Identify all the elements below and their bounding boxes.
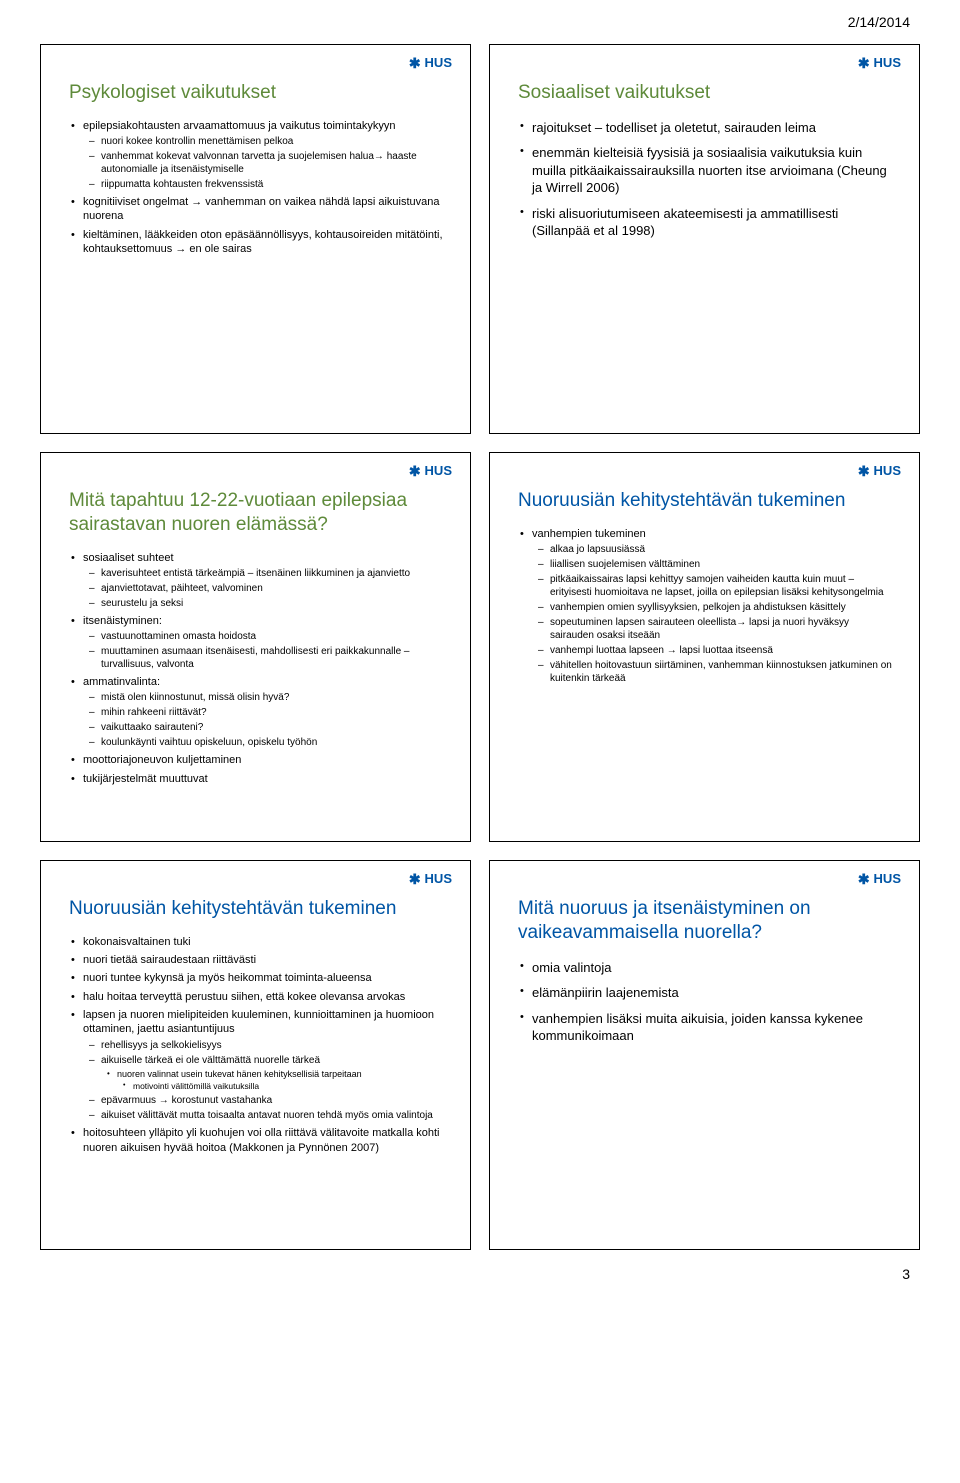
sub-bullet: sopeutuminen lapsen sairauteen oleellist…	[538, 616, 895, 642]
logo-text: HUS	[425, 463, 452, 478]
hus-logo: ✱ HUS	[409, 871, 452, 886]
slides-grid: ✱ HUS Psykologiset vaikutukset epilepsiak…	[0, 34, 960, 1260]
sub-bullet: vaikuttaako sairauteni?	[89, 721, 446, 734]
bullet: kieltäminen, lääkkeiden oton epäsäännöll…	[71, 228, 446, 257]
bullet: itsenäistyminen: vastuunottaminen omasta…	[71, 614, 446, 671]
sub-bullet: seurustelu ja seksi	[89, 597, 446, 610]
hus-logo: ✱ HUS	[858, 55, 901, 70]
bullet: hoitosuhteen ylläpito yli kuohujen voi o…	[71, 1126, 446, 1155]
bullet: vanhempien tukeminen alkaa jo lapsuusiäs…	[520, 527, 895, 685]
sub-bullet: koulunkäynti vaihtuu opiskeluun, opiskel…	[89, 736, 446, 749]
logo-text: HUS	[874, 55, 901, 70]
hus-logo: ✱ HUS	[858, 871, 901, 886]
bullet-text: lapsen ja nuoren mielipiteiden kuulemine…	[83, 1009, 434, 1035]
slide-4: ✱ HUS Nuoruusiän kehitystehtävän tukemine…	[489, 452, 920, 842]
bullet: vanhempien lisäksi muita aikuisia, joide…	[520, 1010, 895, 1045]
bullet: enemmän kielteisiä fyysisiä ja sosiaalis…	[520, 144, 895, 197]
slide-1-bullets: epilepsiakohtausten arvaamattomuus ja va…	[69, 119, 446, 256]
bullet-text: ammatinvalinta:	[83, 676, 160, 688]
sub-bullet: liiallisen suojelemisen välttäminen	[538, 558, 895, 571]
slide-5: ✱ HUS Nuoruusiän kehitystehtävän tukemine…	[40, 860, 471, 1250]
bullet: nuori tietää sairaudestaan riittävästi	[71, 953, 446, 967]
sub2-bullet: nuoren valinnat usein tukevat hänen kehi…	[107, 1069, 446, 1093]
bullet-text: vanhempien tukeminen	[532, 528, 646, 540]
logo-mark-icon: ✱	[858, 464, 870, 478]
logo-mark-icon: ✱	[409, 56, 421, 70]
slide-6-bullets: omia valintoja elämänpiirin laajenemista…	[518, 959, 895, 1045]
sub-bullet: mistä olen kiinnostunut, missä olisin hy…	[89, 691, 446, 704]
sub-bullet: pitkäaikaissairas lapsi kehittyy samojen…	[538, 573, 895, 599]
slide-1: ✱ HUS Psykologiset vaikutukset epilepsiak…	[40, 44, 471, 434]
page-number: 3	[0, 1260, 960, 1302]
sub-bullet: nuori kokee kontrollin menettämisen pelk…	[89, 135, 446, 148]
bullet-text: sosiaaliset suhteet	[83, 552, 174, 564]
hus-logo: ✱ HUS	[409, 463, 452, 478]
sub-bullet: muuttaminen asumaan itsenäisesti, mahdol…	[89, 645, 446, 671]
slide-6: ✱ HUS Mitä nuoruus ja itsenäistyminen on …	[489, 860, 920, 1250]
logo-mark-icon: ✱	[858, 56, 870, 70]
slide-2-bullets: rajoitukset – todelliset ja oletetut, sa…	[518, 119, 895, 240]
logo-text: HUS	[425, 871, 452, 886]
bullet: rajoitukset – todelliset ja oletetut, sa…	[520, 119, 895, 137]
sub-bullet-text: aikuiselle tärkeä ei ole välttämättä nuo…	[101, 1055, 320, 1066]
bullet: omia valintoja	[520, 959, 895, 977]
bullet: kognitiiviset ongelmat → vanhemman on va…	[71, 195, 446, 224]
bullet: nuori tuntee kykynsä ja myös heikommat t…	[71, 971, 446, 985]
slide-3-bullets: sosiaaliset suhteet kaverisuhteet entist…	[69, 551, 446, 786]
sub-bullet: rehellisyys ja selkokielisyys	[89, 1039, 446, 1052]
logo-text: HUS	[425, 55, 452, 70]
sub-bullet: mihin rahkeeni riittävät?	[89, 706, 446, 719]
logo-text: HUS	[874, 463, 901, 478]
bullet: moottoriajoneuvon kuljettaminen	[71, 753, 446, 767]
page-header-date: 2/14/2014	[0, 0, 960, 34]
hus-logo: ✱ HUS	[858, 463, 901, 478]
slide-2: ✱ HUS Sosiaaliset vaikutukset rajoitukset…	[489, 44, 920, 434]
slide-2-title: Sosiaaliset vaikutukset	[518, 81, 895, 105]
slide-6-title: Mitä nuoruus ja itsenäistyminen on vaike…	[518, 897, 895, 945]
bullet: ammatinvalinta: mistä olen kiinnostunut,…	[71, 675, 446, 749]
sub-bullet: aikuiset välittävät mutta toisaalta anta…	[89, 1109, 446, 1122]
sub-bullet: vähitellen hoitovastuun siirtäminen, van…	[538, 659, 895, 685]
bullet: epilepsiakohtausten arvaamattomuus ja va…	[71, 119, 446, 191]
sub-bullet: epävarmuus → korostunut vastahanka	[89, 1094, 446, 1107]
slide-5-bullets: kokonaisvaltainen tuki nuori tietää sair…	[69, 935, 446, 1155]
slide-3: ✱ HUS Mitä tapahtuu 12-22-vuotiaan epilep…	[40, 452, 471, 842]
hus-logo: ✱ HUS	[409, 55, 452, 70]
sub-bullet: kaverisuhteet entistä tärkeämpiä – itsen…	[89, 567, 446, 580]
bullet: sosiaaliset suhteet kaverisuhteet entist…	[71, 551, 446, 610]
sub3-bullet: motivointi välittömillä vaikutuksilla	[123, 1081, 446, 1092]
bullet: tukijärjestelmät muuttuvat	[71, 772, 446, 786]
slide-3-title: Mitä tapahtuu 12-22-vuotiaan epilepsiaa …	[69, 489, 446, 537]
sub-bullet: riippumatta kohtausten frekvenssistä	[89, 178, 446, 191]
sub-bullet: aikuiselle tärkeä ei ole välttämättä nuo…	[89, 1054, 446, 1093]
sub-bullet: vanhempien omien syyllisyyksien, pelkoje…	[538, 601, 895, 614]
logo-text: HUS	[874, 871, 901, 886]
logo-mark-icon: ✱	[409, 872, 421, 886]
logo-mark-icon: ✱	[409, 464, 421, 478]
slide-4-title: Nuoruusiän kehitystehtävän tukeminen	[518, 489, 895, 513]
bullet: elämänpiirin laajenemista	[520, 984, 895, 1002]
sub-bullet: vanhempi luottaa lapseen → lapsi luottaa…	[538, 644, 895, 657]
slide-4-bullets: vanhempien tukeminen alkaa jo lapsuusiäs…	[518, 527, 895, 685]
slide-5-title: Nuoruusiän kehitystehtävän tukeminen	[69, 897, 446, 921]
sub-bullet: vanhemmat kokevat valvonnan tarvetta ja …	[89, 150, 446, 176]
bullet-text: itsenäistyminen:	[83, 615, 162, 627]
bullet-text: epilepsiakohtausten arvaamattomuus ja va…	[83, 120, 395, 132]
sub-bullet: vastuunottaminen omasta hoidosta	[89, 630, 446, 643]
bullet: halu hoitaa terveyttä perustuu siihen, e…	[71, 990, 446, 1004]
bullet: lapsen ja nuoren mielipiteiden kuulemine…	[71, 1008, 446, 1122]
logo-mark-icon: ✱	[858, 872, 870, 886]
bullet: kokonaisvaltainen tuki	[71, 935, 446, 949]
sub-bullet: ajanviettotavat, päihteet, valvominen	[89, 582, 446, 595]
sub-bullet: alkaa jo lapsuusiässä	[538, 543, 895, 556]
slide-1-title: Psykologiset vaikutukset	[69, 81, 446, 105]
sub2-bullet-text: nuoren valinnat usein tukevat hänen kehi…	[117, 1069, 362, 1079]
bullet: riski alisuoriutumiseen akateemisesti ja…	[520, 205, 895, 240]
